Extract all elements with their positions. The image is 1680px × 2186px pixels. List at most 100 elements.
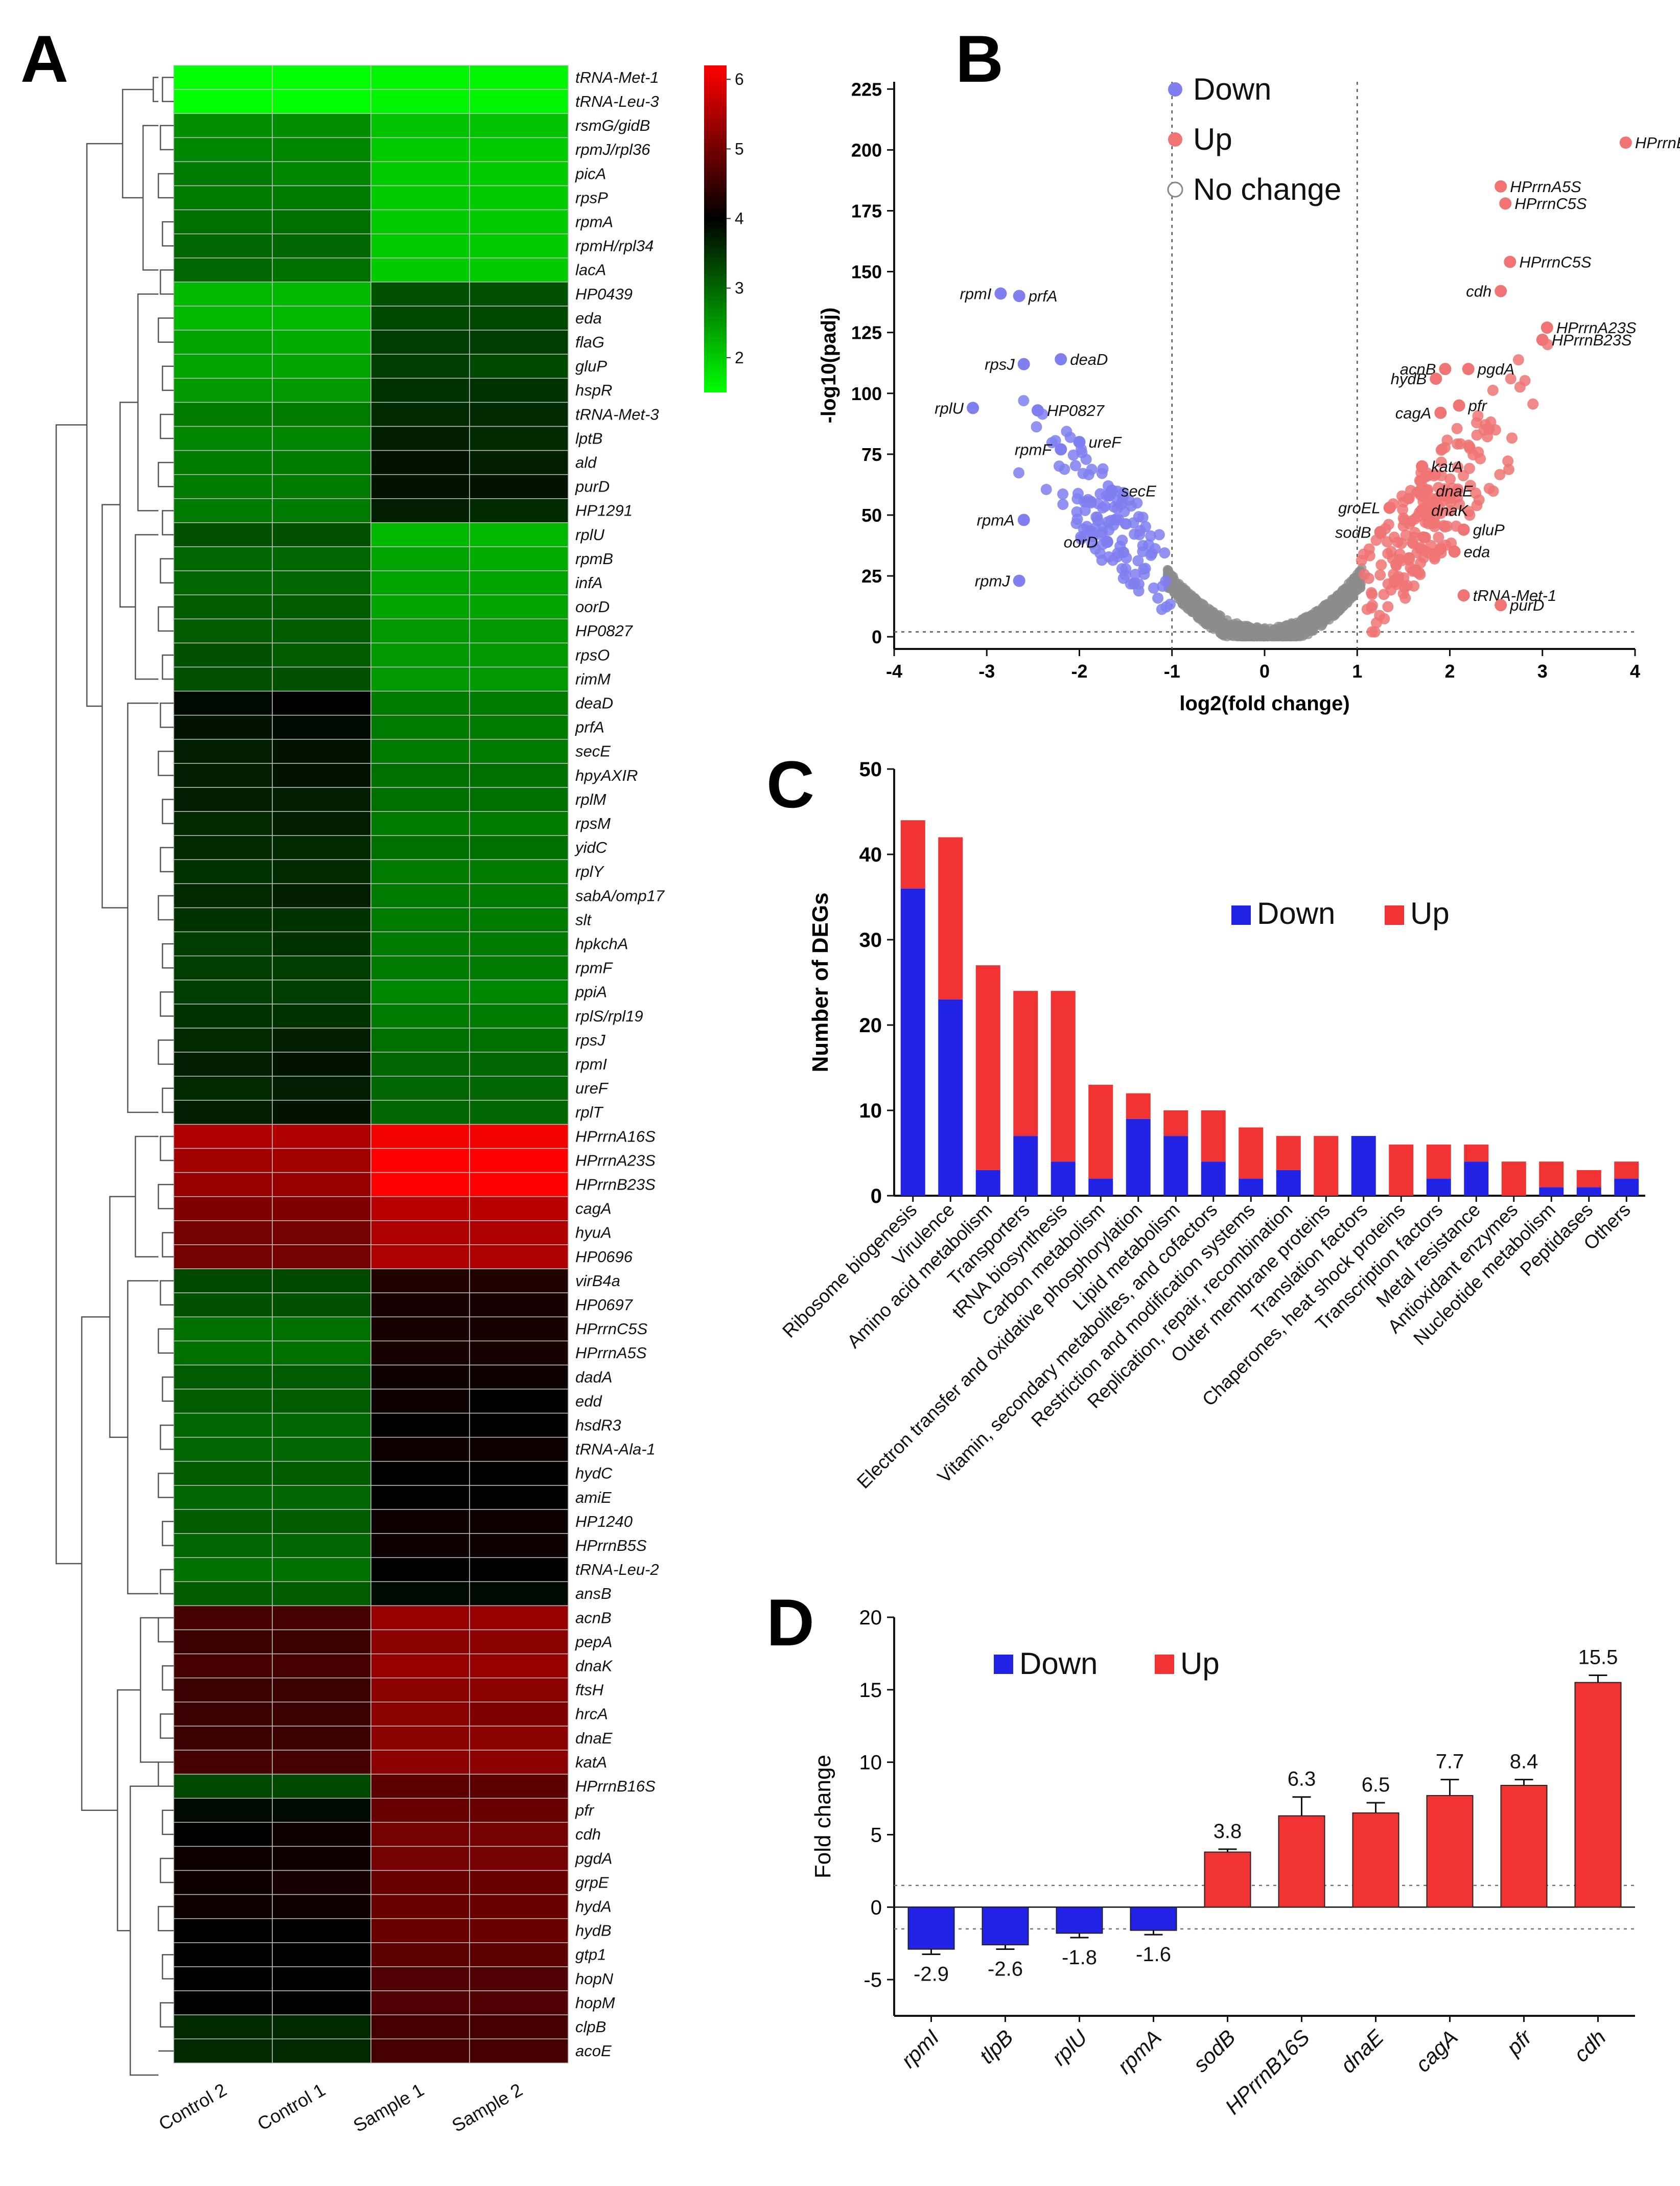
heatmap-cell (469, 354, 569, 379)
fold-value-label: -1.8 (1062, 1946, 1097, 1969)
heatmap-cell (469, 546, 569, 571)
degs-legend-label: Up (1410, 896, 1450, 931)
volcano-point-up (1448, 545, 1461, 558)
volcano-point-down (1013, 467, 1024, 479)
heatmap-row-label: ftsH (575, 1681, 604, 1699)
volcano-point-nochange (1181, 585, 1191, 595)
panel-letter-d: D (766, 1585, 814, 1660)
degs-bar-down (1013, 1136, 1038, 1196)
volcano-point-nochange (1265, 629, 1274, 639)
heatmap-cell (469, 1004, 569, 1029)
degs-bar-down (1426, 1178, 1451, 1196)
volcano-point-up (1444, 473, 1456, 485)
heatmap-cell (469, 1581, 569, 1607)
dendrogram-branch (161, 943, 174, 969)
heatmap-cell (173, 859, 273, 885)
heatmap-cell (173, 907, 273, 933)
heatmap-cell (469, 570, 569, 595)
heatmap-cell (370, 1412, 470, 1438)
degs-bar-up (975, 965, 1000, 1170)
heatmap-cell (469, 642, 569, 668)
volcano-y-tick-label: 125 (851, 322, 882, 343)
fold-bar (1574, 1682, 1622, 1908)
volcano-point-down (1091, 511, 1103, 523)
fold-value-label: -1.6 (1136, 1943, 1171, 1966)
volcano-point-down (1077, 468, 1089, 479)
volcano-point-label: hydB (1391, 370, 1427, 388)
dendrogram-branch (157, 173, 174, 199)
heatmap-cell (469, 1220, 569, 1245)
heatmap-cell (469, 1870, 569, 1895)
heatmap-cell (272, 1485, 371, 1510)
heatmap-cell (272, 1990, 371, 2015)
heatmap-cell (272, 1966, 371, 1991)
degs-bar-down (1539, 1187, 1564, 1196)
heatmap-cell (469, 1846, 569, 1871)
heatmap-cell (469, 1822, 569, 1847)
dendrogram-branch (159, 1280, 174, 1306)
volcano-point-up (1374, 610, 1386, 621)
volcano-point-up (1430, 373, 1442, 385)
volcano-point-label: acnB (1400, 360, 1436, 378)
volcano-point-down (1145, 549, 1157, 561)
volcano-point-down (1055, 353, 1067, 366)
volcano-point-up (1407, 565, 1418, 577)
heatmap-cell (469, 980, 569, 1005)
heatmap-cell (272, 282, 371, 307)
volcano-y-tick-label: 225 (851, 79, 882, 100)
volcano-y-tick-label: 200 (851, 139, 882, 160)
heatmap-cell (469, 2014, 569, 2039)
heatmap-cell (272, 161, 371, 187)
heatmap-cell (272, 1436, 371, 1462)
volcano-point-label: HPrrnA23S (1556, 319, 1637, 337)
degs-bar-down (938, 999, 963, 1196)
heatmap-cell (370, 1340, 470, 1366)
heatmap-row-label: pfr (575, 1801, 595, 1819)
dendrogram-branch (161, 221, 174, 247)
volcano-point-label: cagA (1395, 404, 1432, 422)
degs-legend-swatch (1231, 905, 1251, 925)
heatmap-row-label: dnaE (575, 1729, 613, 1747)
volcano-point-up (1439, 363, 1452, 376)
heatmap-cell (370, 1822, 470, 1847)
heatmap-cell (370, 859, 470, 885)
fold-bar (1278, 1815, 1325, 1908)
fold-category-label: dnaE (1336, 2025, 1388, 2077)
volcano-point-down (1018, 395, 1030, 407)
degs-bar-down (900, 888, 925, 1196)
volcano-point-down (1099, 500, 1111, 512)
heatmap-cell (370, 1726, 470, 1751)
heatmap-cell (469, 137, 569, 162)
heatmap-row-label: acnB (575, 1609, 612, 1626)
degs-bar-up (1051, 991, 1076, 1162)
volcano-point-up (1433, 492, 1445, 503)
heatmap-cell (469, 1340, 569, 1366)
heatmap-row-label: grpE (575, 1873, 609, 1891)
heatmap-cell (272, 2014, 371, 2039)
volcano-point-down (1017, 514, 1030, 526)
heatmap-cell (370, 282, 470, 307)
heatmap-cell (272, 883, 371, 909)
volcano-point-up (1397, 512, 1409, 524)
volcano-point-nochange (1212, 617, 1222, 626)
heatmap-row-label: rsmG/gidB (575, 117, 650, 134)
volcano-point-down (1139, 563, 1151, 574)
volcano-point-label: rpsJ (985, 356, 1015, 374)
volcano-point-down (1067, 449, 1079, 461)
heatmap-cell (173, 1364, 273, 1390)
heatmap-row-label: rpmI (575, 1055, 607, 1073)
heatmap-row-label: rpsJ (575, 1031, 605, 1049)
heatmap-row-label: rpsO (575, 646, 610, 664)
volcano-point-down (1121, 518, 1132, 530)
volcano-legend-marker (1168, 82, 1182, 97)
heatmap-cell (272, 1220, 371, 1245)
heatmap-cell (272, 522, 371, 547)
volcano-point-down (1087, 531, 1099, 543)
fold-legend-label: Up (1180, 1646, 1220, 1681)
heatmap-cell (272, 1557, 371, 1583)
dendrogram-branch (157, 1617, 174, 1643)
dendrogram-branch (161, 510, 174, 536)
dendrogram-branch (161, 799, 174, 824)
heatmap-row-label: hydA (575, 1898, 612, 1916)
